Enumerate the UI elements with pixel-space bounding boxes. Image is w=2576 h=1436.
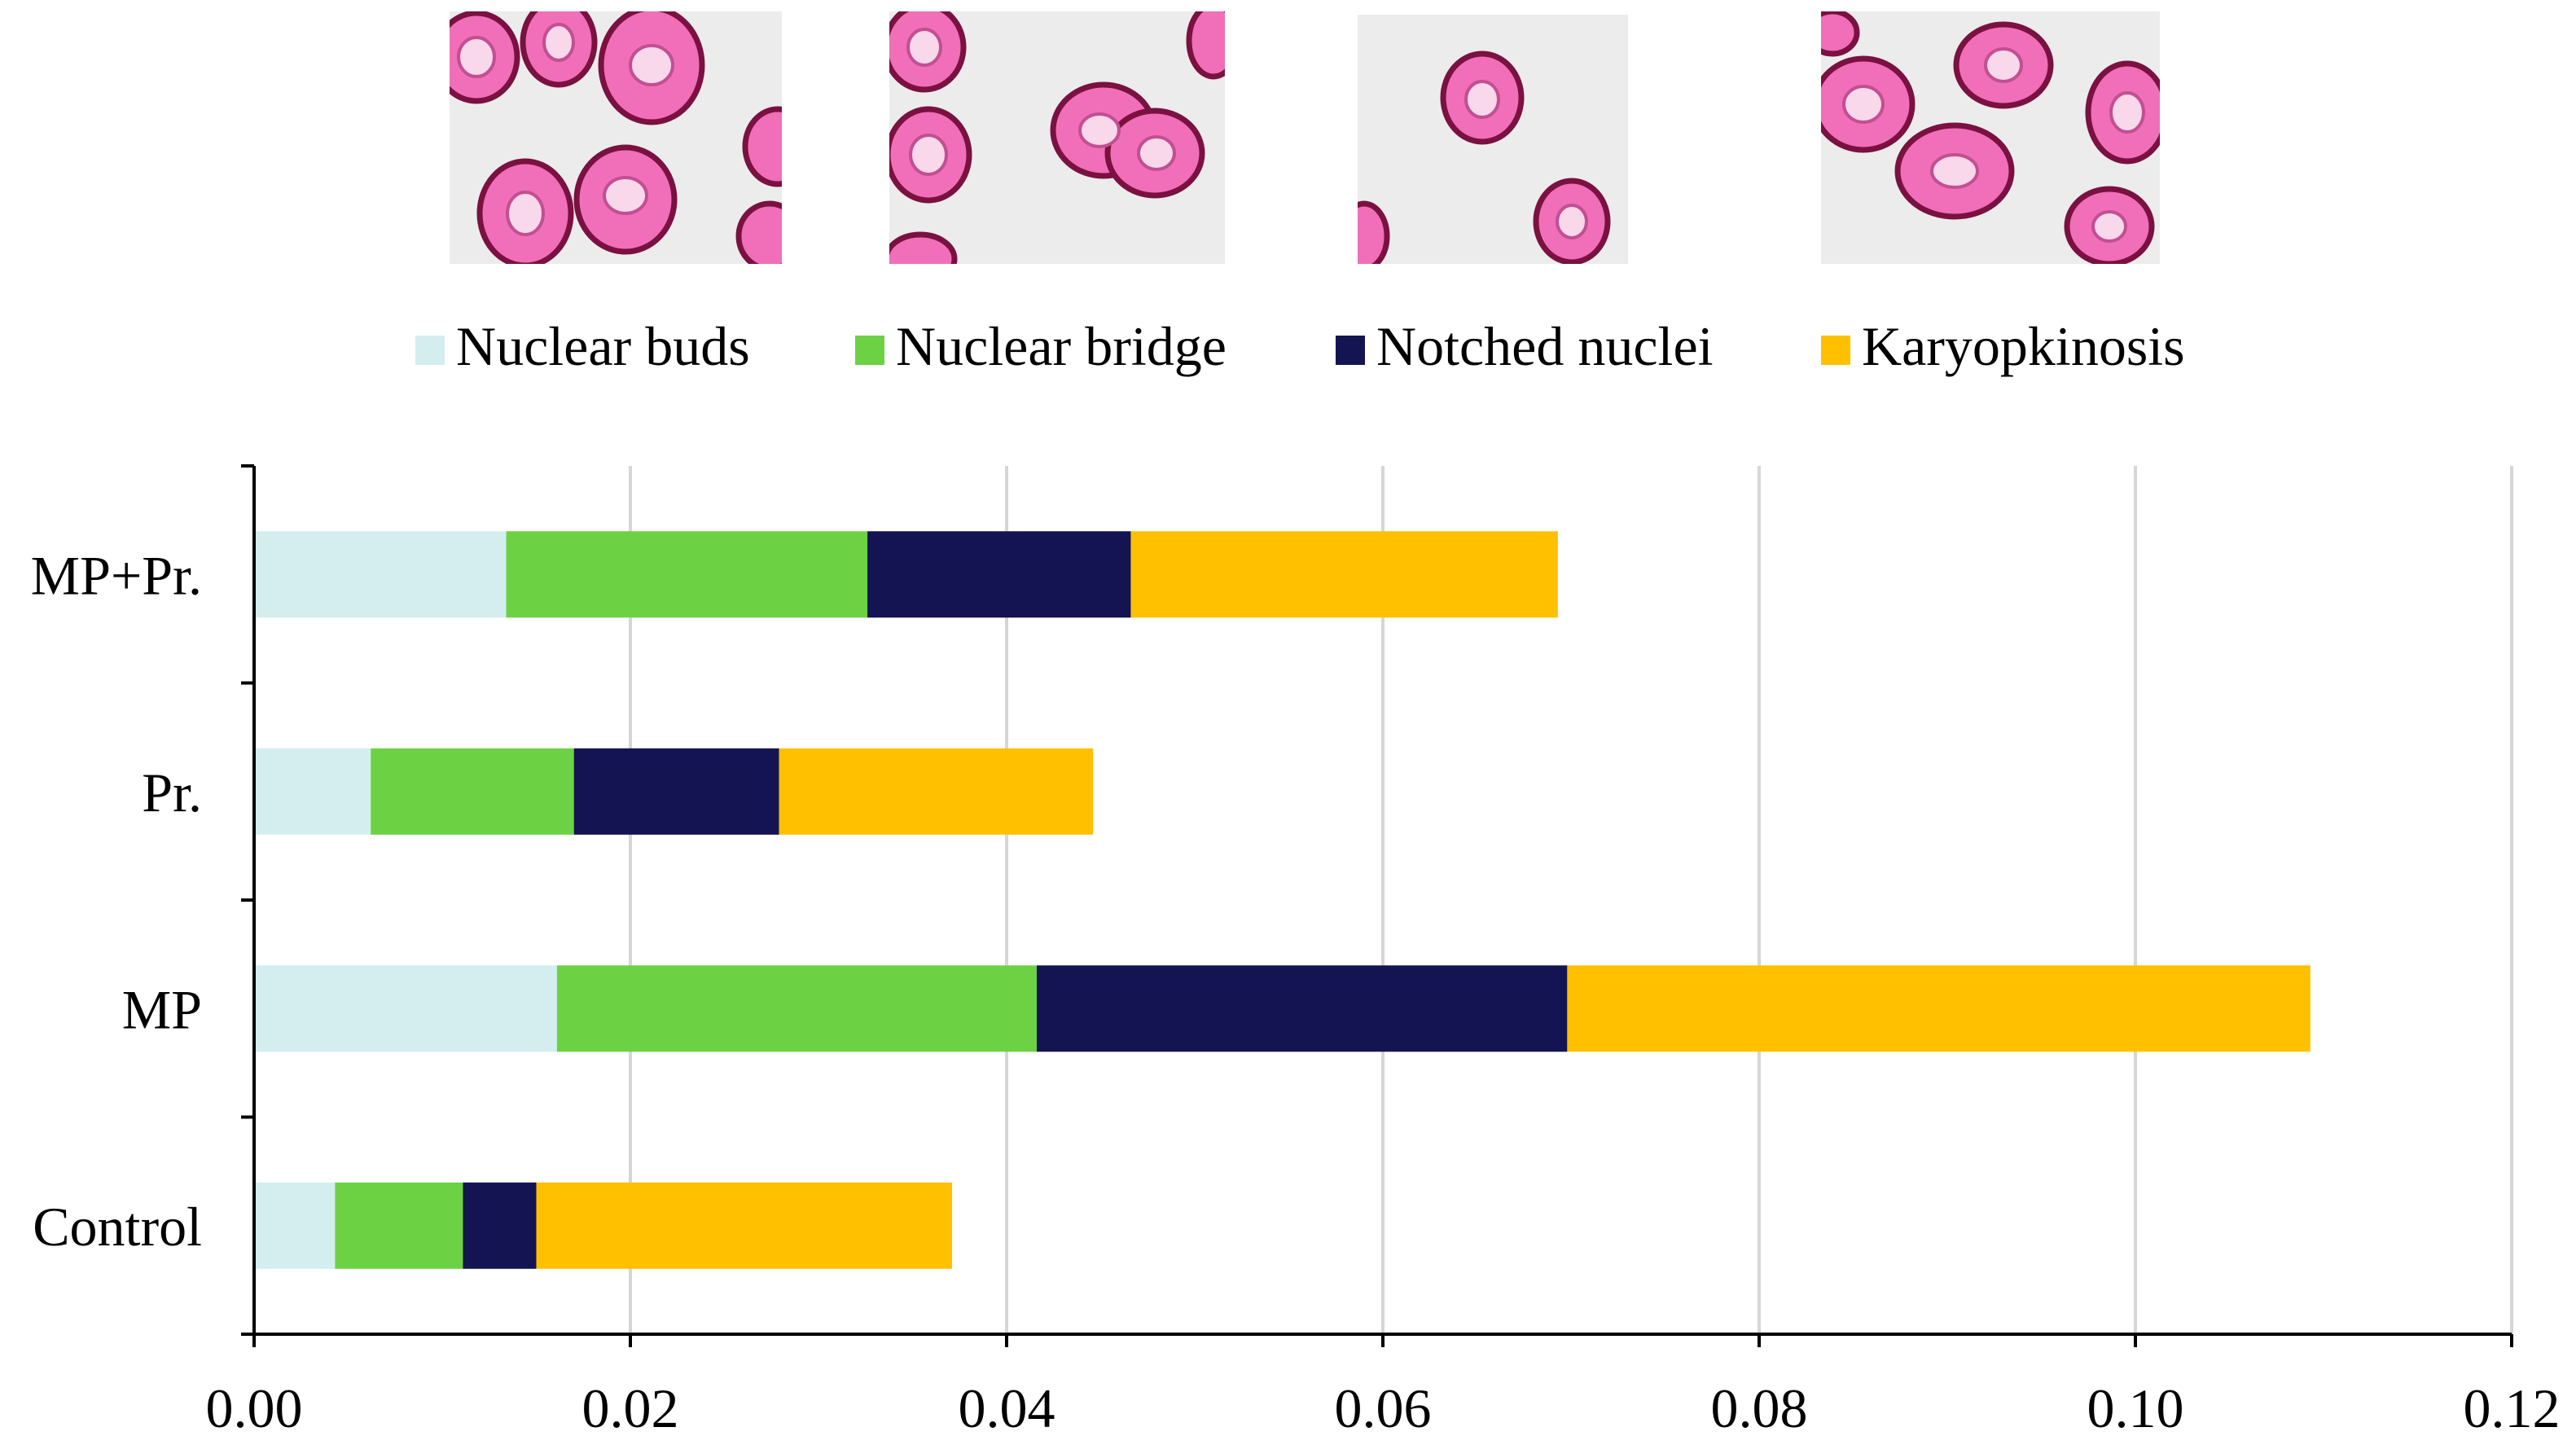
legend-swatch (1336, 336, 1365, 365)
y-tick-label: Control (33, 1196, 202, 1258)
axes (241, 464, 2513, 1347)
legend-label: Nuclear bridge (896, 315, 1227, 377)
bar-mp-pr-nuclear-buds (254, 531, 507, 618)
micrograph-row (450, 11, 2160, 264)
legend: Nuclear buds Nuclear bridge Notched nuclei… (415, 315, 2185, 377)
bar-control-nuclear-bridge (335, 1182, 463, 1269)
bar-mp-notched-nuclei (1036, 965, 1568, 1052)
bars (254, 531, 2311, 1269)
micrograph-karyopkinosis (1821, 11, 2160, 264)
legend-item-karyopkinosis: Karyopkinosis (1821, 315, 2185, 377)
bar-mp-nuclear-bridge (556, 965, 1037, 1052)
bar-mp-nuclear-buds (254, 965, 557, 1052)
bar-control-karyopkinosis (536, 1182, 953, 1269)
x-tick-label: 0.10 (2087, 1377, 2184, 1436)
legend-label: Nuclear buds (456, 315, 750, 377)
bar-mp-pr-nuclear-bridge (506, 531, 868, 618)
legend-swatch (415, 336, 445, 365)
x-tick-label: 0.00 (206, 1377, 303, 1436)
bar-mp-pr-karyopkinosis (1130, 531, 1558, 618)
y-tick-label: MP (122, 978, 202, 1040)
bar-control-notched-nuclei (463, 1182, 537, 1269)
y-axis-category-labels: MP+Pr. Pr. MP Control (31, 544, 202, 1258)
bar-mp-karyopkinosis (1567, 965, 2311, 1052)
legend-item-nuclear-bridge: Nuclear bridge (855, 315, 1227, 377)
micrograph-notched-nuclei (1358, 15, 1628, 264)
bar-mp-pr-notched-nuclei (867, 531, 1131, 618)
bar-pr-nuclear-bridge (371, 748, 574, 835)
legend-label: Karyopkinosis (1862, 315, 2185, 377)
bar-control-nuclear-buds (254, 1182, 336, 1269)
x-tick-label: 0.12 (2464, 1377, 2561, 1436)
legend-label: Notched nuclei (1376, 315, 1714, 377)
x-tick-label: 0.04 (959, 1377, 1055, 1436)
micrograph-nuclear-bridge (889, 11, 1225, 264)
x-tick-label: 0.08 (1711, 1377, 1808, 1436)
micrograph-nuclear-buds (450, 11, 782, 264)
x-tick-label: 0.06 (1335, 1377, 1432, 1436)
legend-item-nuclear-buds: Nuclear buds (415, 315, 750, 377)
legend-item-notched-nuclei: Notched nuclei (1336, 315, 1714, 377)
bar-pr-nuclear-buds (254, 748, 371, 835)
bar-pr-notched-nuclei (573, 748, 779, 835)
bar-pr-karyopkinosis (779, 748, 1094, 835)
legend-swatch (1821, 336, 1850, 365)
y-tick-label: MP+Pr. (31, 544, 202, 606)
x-axis-tick-labels: 0.00 0.02 0.04 0.06 0.08 0.10 0.12 (206, 1377, 2561, 1436)
y-tick-label: Pr. (142, 762, 202, 823)
legend-swatch (855, 336, 884, 365)
x-tick-label: 0.02 (582, 1377, 679, 1436)
